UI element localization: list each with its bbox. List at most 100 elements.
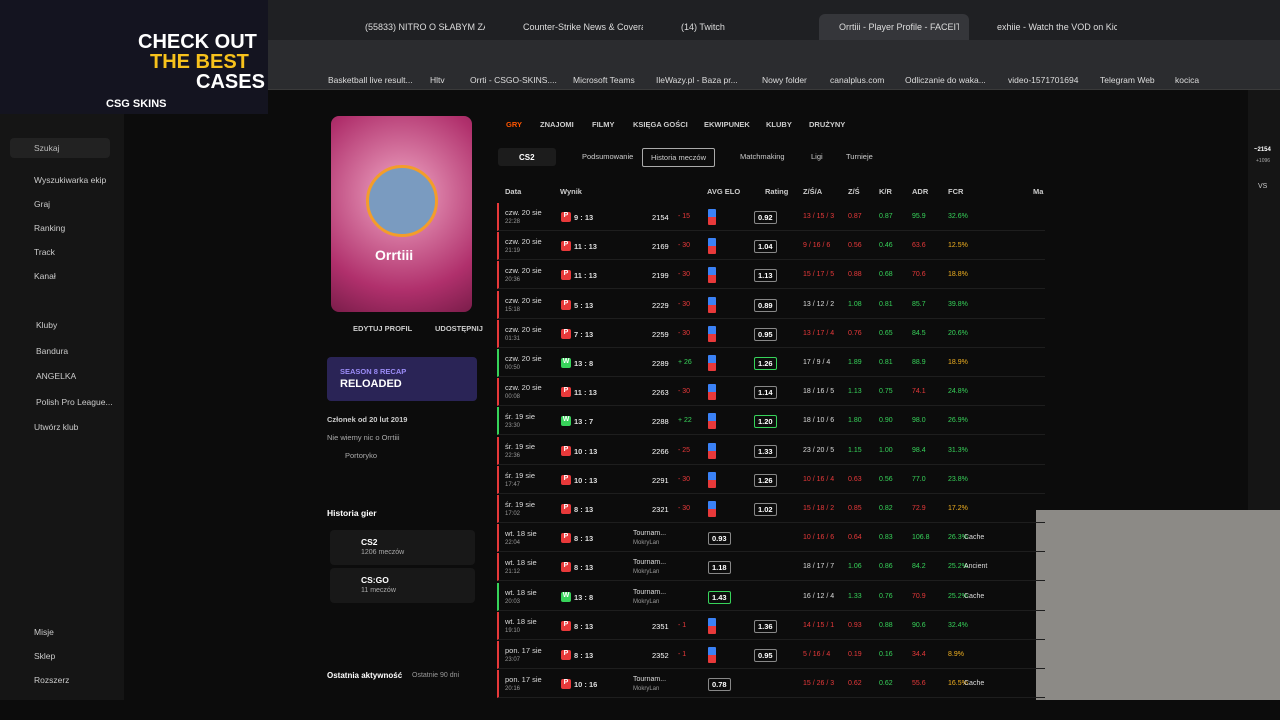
game-select-label[interactable]: CS2: [519, 153, 535, 162]
match-row[interactable]: [497, 203, 1045, 231]
match-row[interactable]: [497, 641, 1045, 669]
profile-tab[interactable]: EKWIPUNEK: [704, 120, 750, 129]
match-org: MokryLan: [633, 686, 660, 693]
bookmark[interactable]: Telegram Web: [1100, 75, 1155, 85]
club-item[interactable]: Bandura: [36, 345, 69, 356]
match-row[interactable]: [497, 349, 1045, 377]
fcr: 24.8%: [948, 388, 968, 396]
result-badge: P: [561, 299, 571, 310]
sub-tab[interactable]: Turnieje: [846, 152, 873, 161]
game-matches[interactable]: 1206 meczów: [361, 549, 405, 556]
profile-tab[interactable]: KSIĘGA GOŚCI: [633, 120, 688, 129]
match-org: MokryLan: [633, 569, 660, 576]
elo-change: - 25: [678, 446, 691, 454]
nav-item[interactable]: Graj: [34, 199, 51, 209]
bookmark[interactable]: IleWazy.pl - Baza pr...: [656, 75, 738, 85]
match-row[interactable]: [497, 290, 1045, 319]
bookmark[interactable]: Basketball live result...: [328, 75, 413, 85]
recap-card[interactable]: [327, 357, 477, 401]
table-header: Wynik: [560, 187, 582, 196]
bookmark[interactable]: canalplus.com: [830, 75, 885, 85]
match-row[interactable]: [497, 407, 1045, 436]
result-badge: P: [561, 328, 571, 339]
edit-button[interactable]: EDYTUJ PROFIL: [353, 324, 413, 333]
match-row[interactable]: [497, 319, 1045, 348]
country: Portoryko: [345, 451, 378, 460]
bottom-item[interactable]: Misje: [34, 627, 54, 637]
bookmark[interactable]: Orrti - CSGO-SKINS....: [470, 75, 557, 85]
tab-title[interactable]: Counter-Strike News & Coverag: [523, 22, 643, 32]
bottom-item[interactable]: Sklep: [34, 651, 56, 661]
kd: 1.08: [848, 300, 862, 308]
club-item[interactable]: Utwórz klub: [34, 422, 79, 432]
sidebar: [0, 90, 124, 700]
search[interactable]: Szukaj: [34, 143, 60, 153]
bookmark-bar: [0, 72, 1280, 90]
bookmark[interactable]: kocica: [1175, 75, 1200, 85]
match-time: 19:10: [505, 627, 521, 634]
bookmark[interactable]: video-1571701694: [1008, 75, 1079, 85]
kda: 10 / 16 / 4: [803, 475, 835, 483]
match-date: pon. 17 sie: [505, 646, 542, 655]
tab-title[interactable]: exhiie - Watch the VOD on Kick: [997, 22, 1117, 32]
adr: 90.6: [912, 621, 926, 629]
bookmark[interactable]: Odliczanie do waka...: [905, 75, 986, 85]
match-row[interactable]: [497, 582, 1045, 611]
right-vs: VS: [1258, 183, 1268, 190]
nav-item[interactable]: Wyszukiwarka ekip: [34, 175, 107, 185]
profile-tab[interactable]: DRUŻYNY: [809, 120, 846, 129]
game-name[interactable]: CS2: [361, 537, 378, 547]
club-item[interactable]: Kluby: [36, 320, 58, 330]
profile-tab[interactable]: FILMY: [592, 120, 615, 129]
ad-text: CASES: [196, 71, 265, 93]
adr: 63.6: [912, 242, 926, 250]
sub-tab[interactable]: Ligi: [811, 152, 823, 161]
search-box[interactable]: [10, 138, 110, 158]
kd: 1.33: [848, 592, 862, 600]
match-row[interactable]: [497, 611, 1045, 640]
match-row[interactable]: [497, 232, 1045, 261]
share-button[interactable]: UDOSTĘPNIJ: [435, 324, 483, 333]
club-item[interactable]: ANGELKA: [36, 371, 77, 381]
nav-item[interactable]: Kanał: [34, 271, 56, 281]
profile-tab[interactable]: ZNAJOMI: [540, 120, 574, 129]
match-row[interactable]: [497, 465, 1045, 494]
game-matches[interactable]: 11 meczów: [361, 587, 396, 594]
kda: 15 / 17 / 5: [803, 271, 835, 279]
recap-title[interactable]: RELOADED: [340, 378, 402, 390]
avg-elo: 2263: [652, 388, 669, 398]
kr: 0.68: [879, 271, 893, 279]
tab-title[interactable]: (55833) NITRO O SŁABYM ZAC: [365, 22, 485, 32]
rating: 0.95: [754, 327, 777, 341]
profile-tab[interactable]: KLUBY: [766, 120, 792, 129]
sub-tab[interactable]: Matchmaking: [740, 152, 785, 161]
match-date: śr. 19 sie: [505, 412, 536, 422]
bookmark[interactable]: Hltv: [430, 75, 445, 85]
game-select[interactable]: [498, 148, 556, 166]
recap-label[interactable]: SEASON 8 RECAP: [340, 367, 407, 376]
match-row[interactable]: [497, 553, 1045, 582]
bookmark[interactable]: Microsoft Teams: [573, 75, 635, 85]
nav-item[interactable]: Ranking: [34, 223, 66, 233]
match-row[interactable]: [497, 436, 1045, 465]
fcr: 26.9%: [948, 417, 968, 425]
bookmark[interactable]: Nowy folder: [762, 75, 807, 85]
club-item[interactable]: Polish Pro League...: [36, 396, 113, 407]
match-row[interactable]: [497, 670, 1045, 699]
sub-tab[interactable]: Historia meczów: [642, 148, 716, 167]
nav-item[interactable]: Track: [34, 247, 55, 257]
adr: 77.0: [912, 475, 926, 483]
tab-title[interactable]: (14) Twitch: [681, 22, 725, 32]
match-row[interactable]: [497, 261, 1045, 290]
match-row[interactable]: [497, 378, 1045, 407]
match-row[interactable]: [497, 495, 1045, 523]
tab-title[interactable]: Orrtiii - Player Profile - FACEIT: [839, 22, 959, 32]
game-name[interactable]: CS:GO: [361, 575, 389, 585]
game-card[interactable]: [330, 530, 475, 565]
match-row[interactable]: [497, 524, 1045, 553]
bottom-item[interactable]: Rozszerz: [34, 675, 70, 685]
profile-tab[interactable]: GRY: [506, 120, 522, 129]
sub-tab[interactable]: Podsumowanie: [582, 152, 634, 161]
tab[interactable]: [819, 14, 969, 40]
game-card[interactable]: [330, 568, 475, 603]
